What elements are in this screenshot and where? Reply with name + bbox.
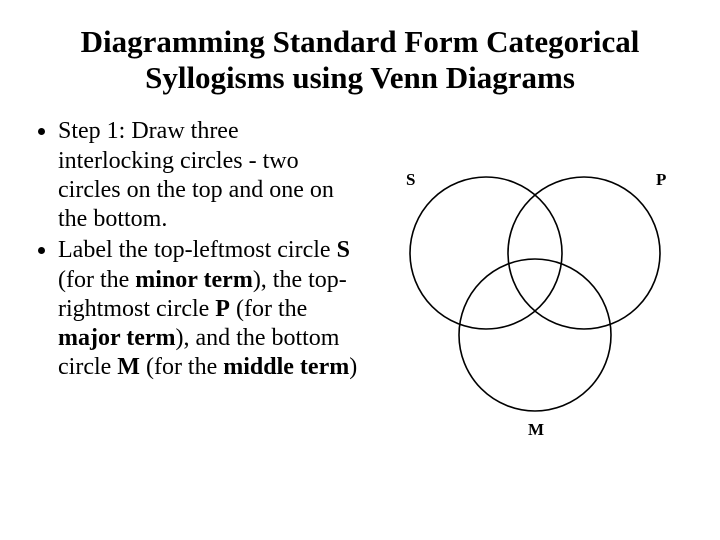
- bullet-list: Step 1: Draw three interlocking circles …: [30, 117, 360, 382]
- venn-label-s: S: [406, 170, 415, 189]
- bullet-item: Step 1: Draw three interlocking circles …: [58, 117, 360, 234]
- page-title: Diagramming Standard Form Categorical Sy…: [70, 24, 650, 95]
- text-column: Step 1: Draw three interlocking circles …: [30, 117, 370, 384]
- diagram-column: S P M: [370, 117, 690, 445]
- venn-label-p: P: [656, 170, 666, 189]
- venn-label-m: M: [528, 420, 544, 439]
- venn-diagram: S P M: [370, 135, 690, 445]
- bullet-item: Label the top-leftmost circle S (for the…: [58, 236, 360, 382]
- venn-background: [370, 135, 690, 445]
- body-row: Step 1: Draw three interlocking circles …: [30, 117, 690, 445]
- slide: Diagramming Standard Form Categorical Sy…: [0, 0, 720, 540]
